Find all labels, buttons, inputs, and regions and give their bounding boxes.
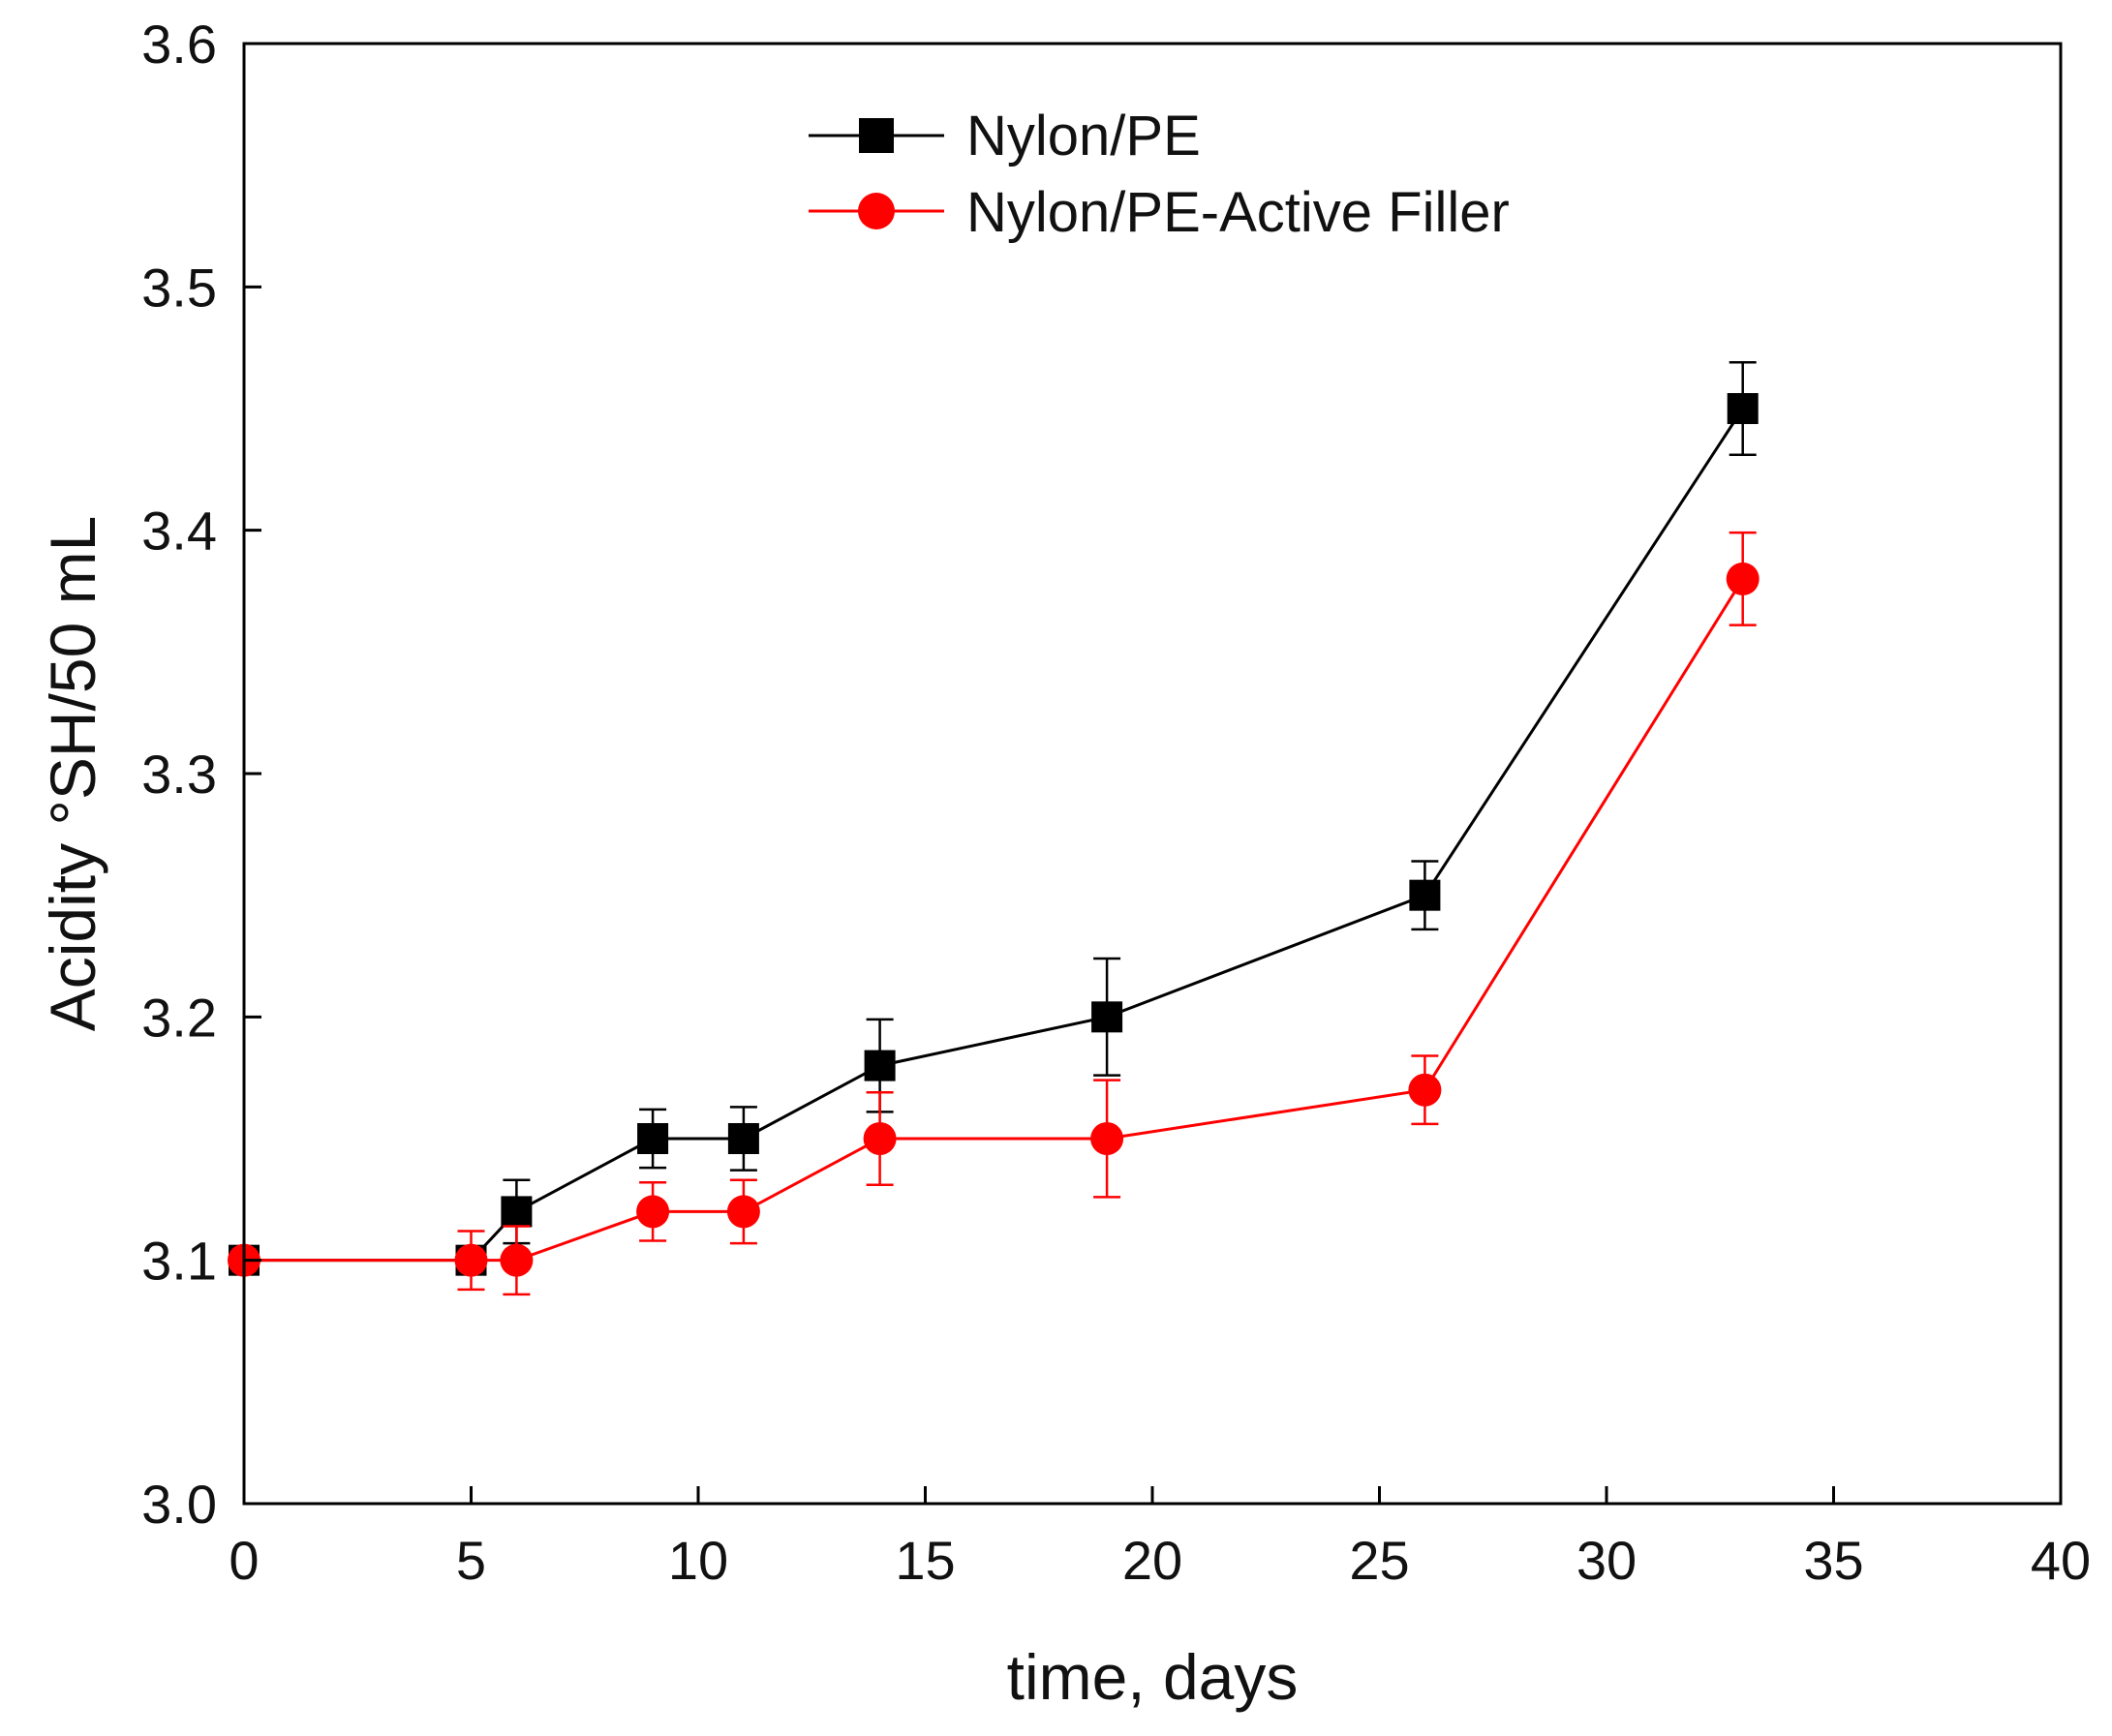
x-tick-label: 15	[895, 1530, 955, 1591]
data-point-circle	[1408, 1073, 1442, 1107]
legend-label-nylon-pe: Nylon/PE	[966, 105, 1201, 168]
plot-frame	[242, 42, 2063, 1506]
x-tick-label: 30	[1576, 1530, 1637, 1591]
data-point-square	[1409, 879, 1441, 911]
x-tick-label: 35	[1803, 1530, 1863, 1591]
x-tick-label: 25	[1349, 1530, 1409, 1591]
data-point-circle	[1090, 1122, 1124, 1155]
legend-entry-nylon-pe: Nylon/PE	[809, 105, 1201, 168]
x-tick-label: 5	[456, 1530, 486, 1591]
legend-label-nylon-pe-active-filler: Nylon/PE-Active Filler	[966, 181, 1510, 244]
y-tick-label: 3.3	[141, 744, 217, 805]
axis-ticks: 0 5 10 15 20 25 30 35 40 3.0 3.1 3.2 3.3 3.4 3.5 3.6	[141, 14, 2091, 1591]
legend-entry-nylon-pe-active-filler: Nylon/PE-Active Filler	[809, 181, 1510, 244]
data-point-square	[864, 1050, 896, 1081]
legend-marker-nylon-pe	[859, 118, 894, 153]
x-tick-label: 40	[2031, 1530, 2091, 1591]
x-tick-label: 10	[668, 1530, 728, 1591]
data-point-square	[1727, 393, 1759, 424]
y-tick-label: 3.4	[141, 501, 217, 562]
data-point-circle	[863, 1122, 897, 1155]
y-tick-label: 3.6	[141, 14, 217, 75]
data-point-circle	[1726, 562, 1760, 595]
plot-layer	[228, 360, 1760, 1296]
x-axis-title: time, days	[1007, 1641, 1299, 1713]
data-point-circle	[726, 1195, 760, 1229]
y-tick-label: 3.2	[141, 987, 217, 1048]
legend-marker-nylon-pe-active-filler	[858, 193, 895, 229]
data-point-square	[637, 1123, 669, 1154]
legend: Nylon/PE Nylon/PE-Active Filler	[809, 105, 1510, 244]
data-point-square	[501, 1196, 533, 1228]
series-nylon-pe-active-filler	[228, 531, 1760, 1296]
y-tick-label: 3.5	[141, 257, 217, 318]
data-point-circle	[636, 1195, 670, 1229]
data-point-square	[1091, 1001, 1123, 1033]
x-tick-label: 20	[1122, 1530, 1182, 1591]
data-point-square	[727, 1123, 759, 1154]
data-point-circle	[454, 1243, 488, 1277]
y-axis-title: Acidity °SH/50 mL	[37, 516, 108, 1032]
data-point-circle	[500, 1243, 534, 1277]
y-tick-label: 3.1	[141, 1231, 217, 1292]
x-tick-label: 0	[229, 1530, 259, 1591]
y-tick-label: 3.0	[141, 1474, 217, 1535]
